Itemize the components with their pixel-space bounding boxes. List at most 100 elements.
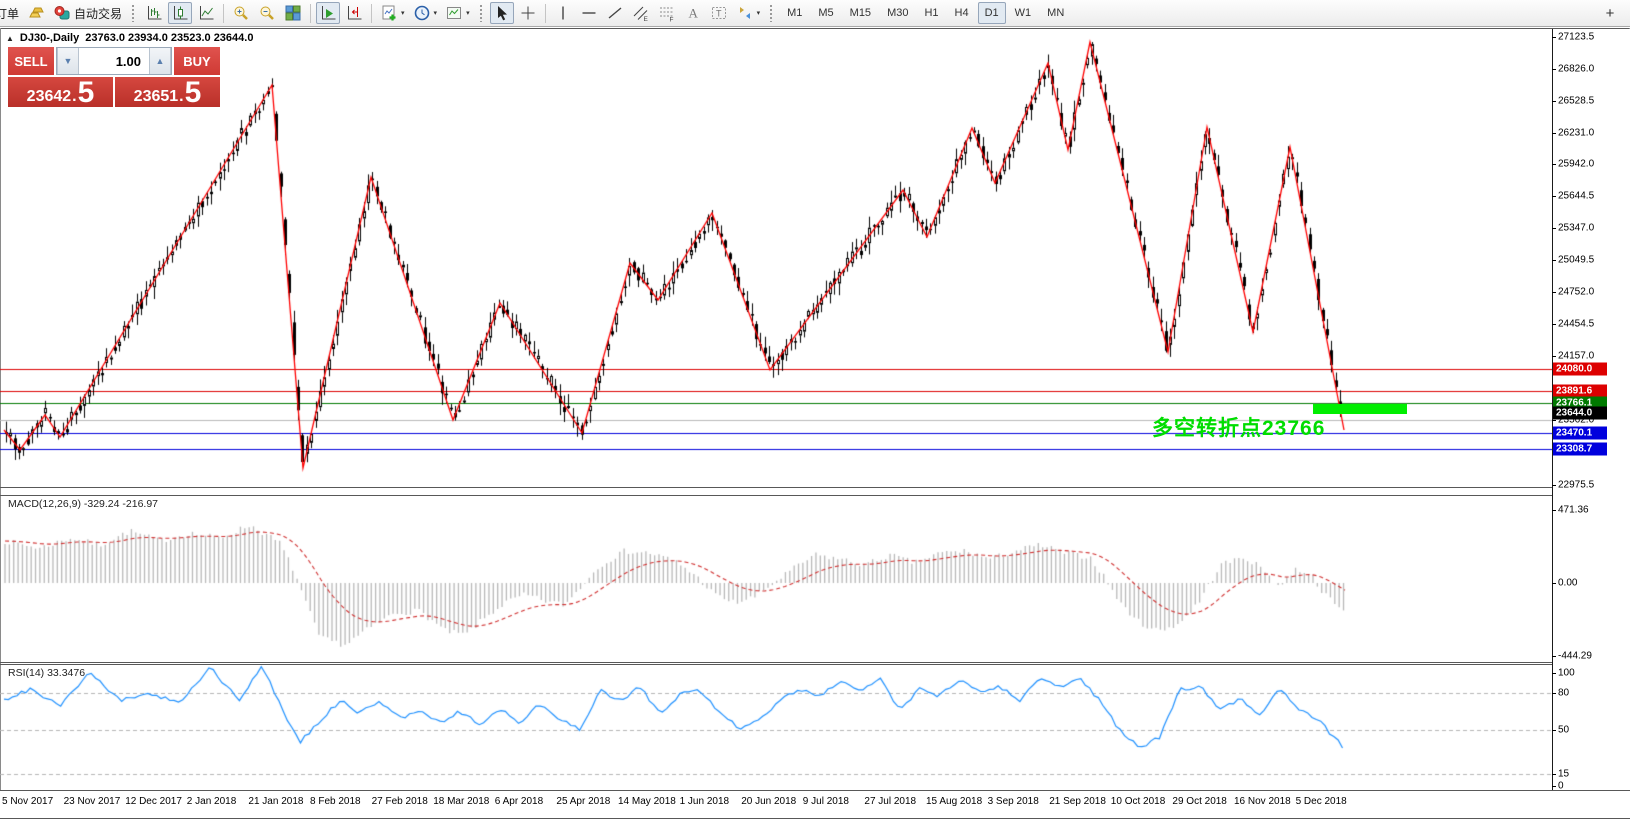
macd-chart[interactable] (0, 496, 1552, 662)
sell-price-dot: . (72, 88, 77, 105)
timeframe-m15-button[interactable]: M15 (849, 7, 872, 19)
one-click-trading-panel: SELL ▼ 1.00 ▲ BUY 23642. 5 23651. 5 (8, 47, 220, 107)
bar-chart-button[interactable] (142, 2, 166, 24)
price-axis[interactable]: 27123.5 26826.0 26528.5 26231.0 25942.0 25644… (1552, 29, 1630, 792)
channel-button[interactable]: E (629, 2, 653, 24)
arrows-button[interactable]: ▾ (733, 2, 764, 24)
date-label: 5 Dec 2018 (1295, 796, 1347, 807)
crosshair-button[interactable] (516, 2, 540, 24)
collapse-arrow-icon[interactable]: ▲ (6, 33, 14, 43)
fibonacci-button[interactable]: F (655, 2, 679, 24)
timeframe-m5-button[interactable]: M5 (818, 7, 834, 19)
price-chart[interactable] (0, 29, 1552, 487)
pane-divider[interactable] (0, 664, 1630, 665)
horizontal-line-button[interactable] (577, 2, 601, 24)
timeframe-h4-button[interactable]: H4 (954, 7, 969, 19)
candlestick-button[interactable] (168, 2, 193, 24)
buy-price[interactable]: 23651. 5 (115, 77, 220, 107)
timeframe-d1-button[interactable]: D1 (977, 2, 1006, 24)
pane-divider[interactable] (0, 487, 1630, 488)
buy-price-frac: 5 (184, 75, 202, 109)
trendline-button[interactable] (603, 2, 627, 24)
toolbar-separator (544, 3, 546, 23)
macd-label: MACD(12,26,9) -329.24 -216.97 (8, 498, 158, 510)
axis-tick-mark (1552, 420, 1556, 421)
svg-text:F: F (669, 17, 673, 23)
axis-tick-mark (1552, 324, 1556, 325)
highlight-rectangle[interactable] (1313, 404, 1407, 414)
axis-tick-label: 24454.5 (1558, 318, 1595, 330)
top-toolbar: 订单 自动交易 ▾ ▾ ▾ E F A T ▾ M1 M5 M15 M30 H1 H4 D1 W1 MN + (0, 0, 1630, 27)
toolbar-grip[interactable] (478, 4, 484, 22)
volume-decrease-button[interactable]: ▼ (57, 48, 79, 74)
axis-tick-label: 22975.5 (1558, 479, 1595, 491)
date-label: 14 May 2018 (618, 796, 676, 807)
axis-tick-mark (1552, 774, 1556, 775)
sell-price-frac: 5 (77, 75, 95, 109)
date-label: 2 Jan 2018 (186, 796, 237, 807)
annotation-text[interactable]: 多空转折点23766 (1152, 417, 1326, 440)
buy-button[interactable]: BUY (174, 47, 220, 75)
autotrade-button-label: 自动交易 (74, 6, 123, 21)
tile-windows-button[interactable] (281, 2, 305, 24)
template-icon (445, 4, 463, 22)
timeframe-m30-button[interactable]: M30 (887, 7, 909, 19)
buy-price-dot: . (179, 88, 184, 105)
vertical-line-button[interactable] (551, 2, 575, 24)
sell-price[interactable]: 23642. 5 (8, 77, 113, 107)
axis-tick-label: 25644.5 (1558, 190, 1595, 202)
dropdown-arrow-icon[interactable]: ▾ (756, 10, 761, 17)
volume-spinner: ▼ 1.00 ▲ (56, 47, 172, 75)
axis-tick-mark (1552, 673, 1556, 674)
timeframe-m1-button[interactable]: M1 (787, 7, 803, 19)
text-label-button[interactable]: T (707, 2, 731, 24)
zoom-out-icon (258, 4, 276, 22)
volume-input[interactable]: 1.00 (115, 53, 141, 69)
indicators-button[interactable]: ▾ (377, 2, 408, 24)
ohlc-values: 23763.0 23934.0 23523.0 23644.0 (85, 32, 254, 44)
zoom-in-button[interactable] (229, 2, 253, 24)
date-label: 21 Jan 2018 (248, 796, 304, 807)
price-level-badge: 23891.6 (1553, 384, 1607, 398)
dropdown-arrow-icon[interactable]: ▾ (433, 10, 438, 17)
pane-divider[interactable] (0, 662, 1630, 663)
timeframe-w1-button[interactable]: W1 (1014, 7, 1032, 19)
price-level-badge: 23644.0 (1553, 406, 1607, 420)
auto-scroll-button[interactable] (316, 2, 341, 24)
sell-button[interactable]: SELL (8, 47, 54, 75)
rsi-chart[interactable] (0, 665, 1552, 790)
new-order-button[interactable] (24, 2, 48, 24)
pane-divider[interactable] (0, 495, 1630, 496)
channel-icon: E (632, 4, 650, 22)
date-label: 8 Feb 2018 (310, 796, 361, 807)
templates-button[interactable]: ▾ (442, 2, 473, 24)
axis-tick-label: 23562.0 (1558, 414, 1595, 426)
axis-tick-mark (1552, 693, 1556, 694)
zoom-out-button[interactable] (255, 2, 279, 24)
axis-tick-mark (1552, 730, 1556, 731)
price-level-badge: 24080.0 (1553, 362, 1607, 376)
text-button[interactable]: A (681, 2, 705, 24)
svg-text:A: A (688, 6, 698, 21)
timeframe-mn-button[interactable]: MN (1047, 7, 1065, 19)
orders-button[interactable]: 订单 (0, 2, 22, 24)
axis-tick-label: 26231.0 (1558, 127, 1595, 139)
chart-shift-button[interactable] (342, 2, 366, 24)
time-axis[interactable]: 5 Nov 2017 23 Nov 2017 12 Dec 2017 2 Jan 20… (0, 791, 1630, 818)
new-chart-plus-button[interactable]: + (1598, 2, 1622, 24)
timeframe-h1-button[interactable]: H1 (924, 7, 939, 19)
line-chart-button[interactable] (194, 2, 218, 24)
periods-button[interactable]: ▾ (410, 2, 441, 24)
cursor-button[interactable] (489, 2, 514, 24)
autotrade-button[interactable]: 自动交易 (50, 2, 125, 24)
volume-increase-button[interactable]: ▲ (149, 48, 171, 74)
dropdown-arrow-icon[interactable]: ▾ (466, 10, 470, 17)
toolbar-grip[interactable] (131, 4, 137, 22)
toolbar-separator (223, 3, 225, 23)
axis-tick-mark (1552, 260, 1556, 261)
svg-text:E: E (643, 16, 648, 22)
zoom-in-icon (232, 4, 250, 22)
dropdown-arrow-icon[interactable]: ▾ (401, 10, 405, 17)
date-label: 5 Nov 2017 (2, 796, 54, 807)
toolbar-grip[interactable] (769, 4, 775, 22)
